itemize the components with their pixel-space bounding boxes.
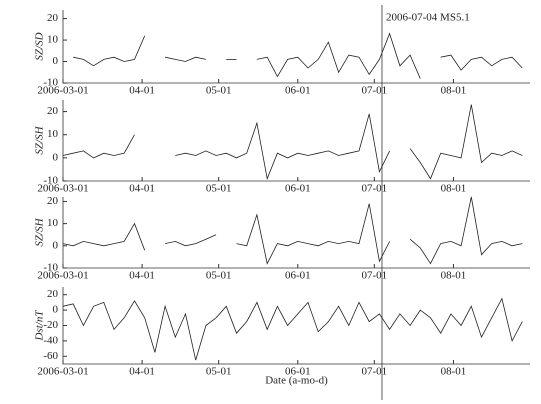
data-line: [165, 56, 206, 62]
x-tick-label: 04-01: [129, 270, 155, 282]
y-axis-label: Dst/nT: [34, 310, 46, 342]
x-tick-label: 2006-03-01: [37, 183, 88, 195]
data-line: [73, 35, 146, 67]
x-tick-label: 06-01: [285, 270, 311, 282]
data-line: [62, 134, 135, 159]
y-tick-label: -20: [43, 319, 58, 331]
x-tick-label: 06-01: [285, 366, 311, 378]
y-tick-label: 20: [47, 195, 59, 207]
data-line: [409, 104, 523, 180]
y-tick-label: 0: [53, 55, 59, 67]
y-axis-label: SZ/SH: [34, 125, 46, 154]
data-line: [175, 113, 390, 181]
x-tick-label: 08-01: [441, 366, 467, 378]
y-tick-label: -10: [43, 175, 58, 187]
x-tick-label: 07-01: [361, 183, 387, 195]
data-line: [440, 54, 523, 71]
x-tick-label: 07-01: [361, 270, 387, 282]
y-tick-label: -10: [43, 262, 58, 274]
y-tick-label: 20: [47, 288, 59, 300]
x-axis-label: Date (a-mo-d): [265, 375, 328, 387]
y-tick-label: 0: [53, 304, 59, 316]
y-tick-label: -60: [43, 350, 58, 362]
axis-frame: [62, 197, 530, 269]
axis-frame: [62, 287, 530, 365]
x-tick-label: 06-01: [285, 85, 311, 97]
y-axis-label: SZ/SH: [34, 217, 46, 246]
x-tick-label: 06-01: [285, 183, 311, 195]
x-tick-label: 04-01: [129, 366, 155, 378]
x-tick-label: 05-01: [206, 270, 232, 282]
data-line: [62, 222, 146, 251]
x-tick-label: 2006-03-01: [37, 270, 88, 282]
x-tick-label: 07-01: [361, 366, 387, 378]
y-tick-label: -10: [43, 77, 58, 89]
y-tick-label: 0: [53, 151, 59, 163]
x-tick-label: 08-01: [441, 183, 467, 195]
x-tick-label: 2006-03-01: [37, 366, 88, 378]
x-tick-label: 08-01: [441, 85, 467, 97]
x-tick-label: 08-01: [441, 270, 467, 282]
x-tick-label: 05-01: [206, 85, 232, 97]
y-tick-label: 20: [47, 12, 59, 24]
data-line: [409, 196, 523, 265]
x-tick-label: 05-01: [206, 366, 232, 378]
y-tick-label: -40: [43, 334, 58, 346]
x-tick-label: 05-01: [206, 183, 232, 195]
event-label: 2006-07-04 MS5.1: [386, 12, 470, 24]
y-tick-label: 10: [47, 217, 59, 229]
axis-frame: [62, 100, 530, 182]
data-line: [165, 234, 217, 247]
y-tick-label: 0: [53, 239, 59, 251]
y-tick-label: 20: [47, 105, 59, 117]
y-axis-label: SZ/SD: [34, 32, 46, 60]
x-tick-label: 04-01: [129, 183, 155, 195]
x-tick-label: 07-01: [361, 85, 387, 97]
x-tick-label: 2006-03-01: [37, 85, 88, 97]
y-tick-label: 10: [47, 34, 59, 46]
data-line: [256, 32, 421, 79]
data-line: [236, 203, 390, 265]
x-tick-label: 04-01: [129, 85, 155, 97]
data-line: [62, 297, 523, 361]
y-tick-label: 10: [47, 128, 59, 140]
